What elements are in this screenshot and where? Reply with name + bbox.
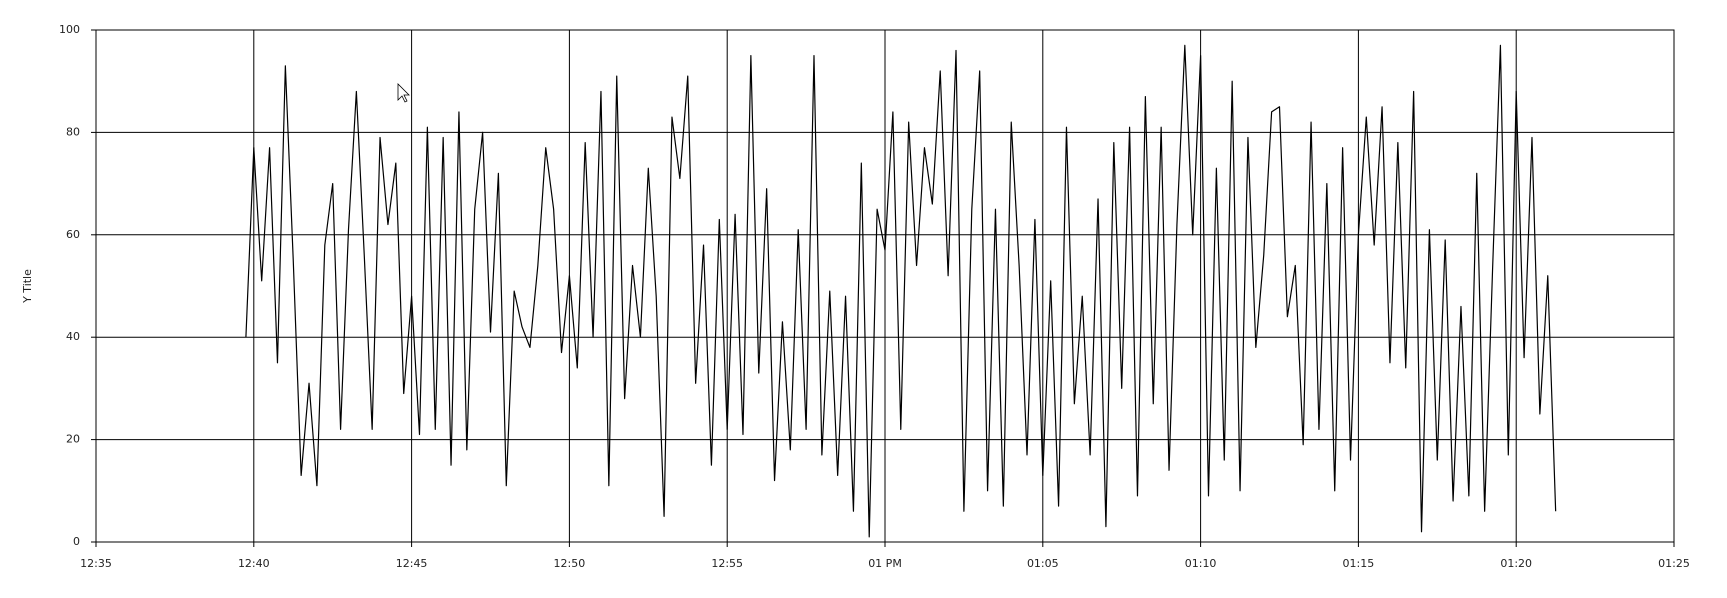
y-tick-label: 20 [66, 433, 80, 446]
data-line [245, 44, 1557, 538]
x-tick-label: 01:05 [1027, 557, 1059, 570]
y-tick-label: 60 [66, 228, 80, 241]
y-tick-label: 0 [73, 535, 80, 548]
x-tick-label: 12:40 [238, 557, 270, 570]
y-tick-label: 40 [66, 330, 80, 343]
x-tick-label: 01:25 [1658, 557, 1690, 570]
x-tick-label: 12:50 [554, 557, 586, 570]
x-tick-label: 01:20 [1500, 557, 1532, 570]
x-tick-label: 01:15 [1343, 557, 1375, 570]
x-tick-label: 12:45 [396, 557, 428, 570]
x-tick-label: 12:55 [711, 557, 743, 570]
x-tick-label: 01 PM [868, 557, 902, 570]
x-tick-label: 12:35 [80, 557, 112, 570]
mouse-cursor [397, 83, 410, 103]
y-tick-label: 80 [66, 125, 80, 138]
y-tick-label: 100 [59, 23, 80, 36]
y-axis-title: Y Title [21, 269, 34, 304]
x-tick-label: 01:10 [1185, 557, 1217, 570]
